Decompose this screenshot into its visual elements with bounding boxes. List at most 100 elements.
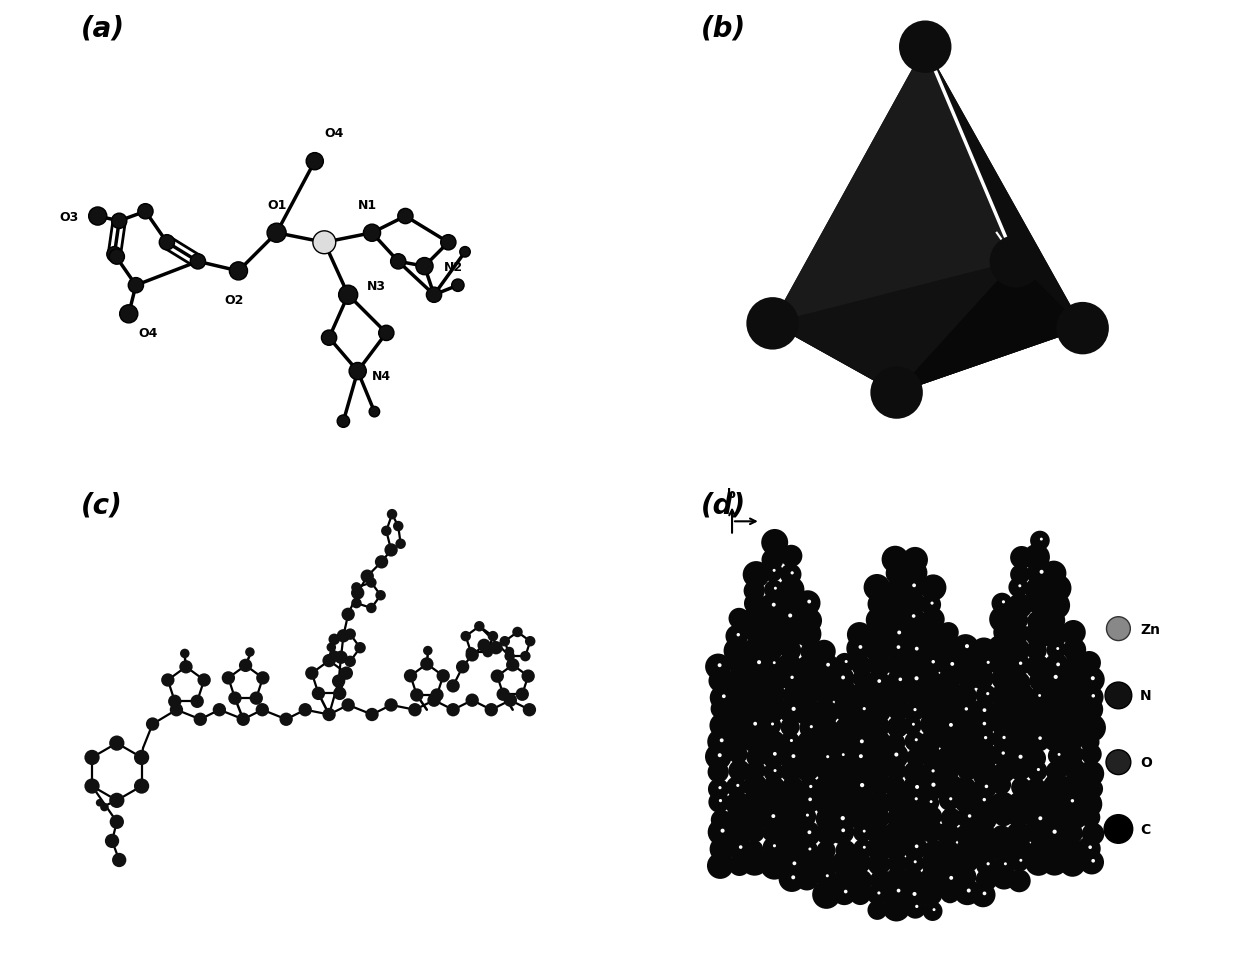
Circle shape (95, 799, 103, 806)
Circle shape (1106, 618, 1131, 641)
Circle shape (1106, 750, 1131, 775)
Circle shape (780, 668, 802, 690)
Circle shape (1025, 748, 1047, 769)
Circle shape (725, 668, 751, 694)
Circle shape (882, 546, 909, 574)
Circle shape (1060, 716, 1083, 739)
Circle shape (937, 653, 963, 679)
Circle shape (1027, 611, 1049, 633)
Circle shape (924, 840, 945, 861)
Circle shape (1047, 640, 1066, 660)
Circle shape (780, 838, 805, 862)
Circle shape (427, 288, 441, 303)
Circle shape (842, 754, 844, 757)
Circle shape (847, 622, 872, 647)
Circle shape (1002, 736, 1006, 740)
Circle shape (1059, 727, 1084, 751)
Circle shape (128, 278, 144, 294)
Circle shape (761, 639, 784, 661)
Circle shape (923, 806, 942, 826)
Circle shape (915, 739, 918, 741)
Circle shape (718, 754, 722, 758)
Circle shape (939, 682, 965, 708)
Circle shape (903, 836, 928, 861)
Circle shape (887, 761, 906, 781)
Circle shape (954, 865, 976, 888)
Circle shape (279, 713, 293, 726)
Circle shape (901, 803, 928, 830)
Circle shape (906, 748, 926, 768)
Text: O2: O2 (224, 294, 243, 307)
Circle shape (887, 717, 909, 739)
Circle shape (84, 750, 99, 765)
Circle shape (1038, 817, 1043, 821)
Circle shape (1044, 730, 1065, 752)
Circle shape (1080, 807, 1100, 827)
Circle shape (885, 621, 911, 647)
Circle shape (415, 258, 433, 275)
Circle shape (742, 713, 766, 739)
Circle shape (743, 791, 768, 816)
Circle shape (1048, 746, 1068, 766)
Circle shape (134, 750, 149, 765)
Circle shape (950, 876, 954, 880)
Circle shape (761, 790, 787, 816)
Circle shape (477, 639, 491, 652)
Circle shape (894, 753, 899, 757)
Circle shape (779, 744, 805, 771)
Circle shape (870, 367, 923, 419)
Circle shape (849, 683, 875, 709)
Circle shape (759, 804, 785, 831)
Circle shape (795, 866, 820, 890)
Circle shape (835, 653, 854, 674)
Circle shape (847, 773, 875, 801)
Circle shape (760, 682, 785, 707)
Circle shape (1008, 672, 1030, 694)
Circle shape (920, 575, 946, 601)
Circle shape (791, 876, 795, 880)
Circle shape (861, 783, 864, 787)
Circle shape (954, 787, 981, 814)
Text: N4: N4 (372, 370, 391, 383)
Circle shape (222, 672, 236, 685)
Circle shape (1078, 714, 1106, 742)
Circle shape (496, 688, 510, 701)
Circle shape (841, 828, 846, 832)
Circle shape (1039, 820, 1068, 847)
Circle shape (170, 703, 184, 717)
Circle shape (1007, 804, 1030, 827)
Circle shape (868, 744, 890, 767)
Circle shape (322, 655, 336, 667)
Circle shape (915, 798, 918, 801)
Circle shape (812, 640, 836, 663)
Circle shape (1040, 538, 1043, 541)
Circle shape (1029, 839, 1049, 859)
Circle shape (846, 787, 874, 816)
Circle shape (1024, 578, 1050, 603)
Circle shape (1064, 759, 1086, 781)
Circle shape (169, 695, 181, 708)
Circle shape (759, 698, 785, 723)
Circle shape (878, 679, 882, 683)
Circle shape (847, 636, 872, 661)
Circle shape (973, 728, 996, 750)
Polygon shape (773, 324, 1083, 394)
Circle shape (931, 769, 935, 773)
Circle shape (790, 676, 794, 679)
Circle shape (1081, 822, 1105, 845)
Circle shape (771, 814, 775, 819)
Circle shape (918, 772, 946, 801)
Circle shape (780, 732, 800, 753)
Circle shape (1058, 665, 1085, 693)
Circle shape (858, 645, 862, 649)
Circle shape (903, 717, 921, 736)
Circle shape (1059, 851, 1085, 877)
Circle shape (841, 816, 844, 821)
Polygon shape (897, 262, 1083, 394)
Circle shape (512, 627, 523, 638)
Circle shape (812, 853, 838, 879)
Circle shape (1056, 647, 1059, 650)
Circle shape (1040, 697, 1068, 723)
Circle shape (1080, 850, 1104, 875)
Circle shape (959, 852, 978, 872)
